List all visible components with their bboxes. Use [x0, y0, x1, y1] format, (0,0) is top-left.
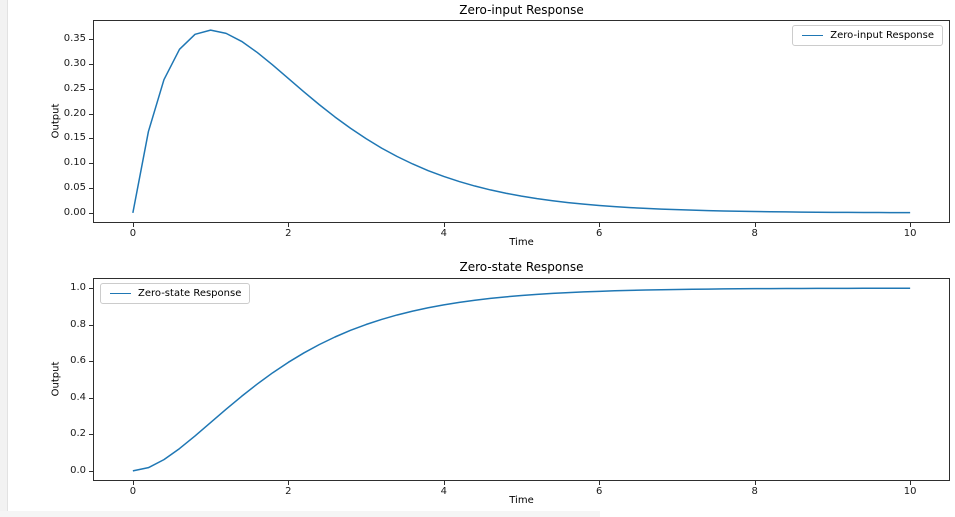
y-tick-label: 0.15: [63, 132, 86, 144]
y-tick: [89, 397, 93, 399]
zero-state-line: [132, 287, 911, 472]
y-tick-label: 0.20: [63, 107, 86, 119]
y-tick: [89, 138, 93, 140]
x-tick: [288, 223, 290, 227]
legend-zero-state: Zero-state Response: [100, 283, 251, 304]
x-tick-label: 6: [596, 486, 603, 497]
x-tick-label: 8: [751, 228, 758, 239]
y-tick: [89, 361, 93, 363]
x-tick-label: 4: [440, 486, 447, 497]
legend-line-sample-zero-state: [110, 293, 131, 294]
page-edge-left: [0, 0, 8, 517]
y-tick: [89, 39, 93, 40]
x-tick-label: 10: [903, 228, 917, 239]
legend-label-zero-state: Zero-state Response: [138, 288, 242, 299]
y-tick-label: 0.4: [70, 391, 86, 403]
y-tick-label: 0.0: [70, 464, 86, 476]
x-tick: [599, 223, 601, 227]
x-axis-label-zero-state: Time: [509, 495, 534, 506]
y-tick-label: 0.05: [63, 182, 86, 193]
x-tick-label: 4: [440, 228, 447, 239]
y-tick: [89, 163, 93, 165]
x-tick-label: 2: [285, 228, 292, 239]
legend-label-zero-input: Zero-input Response: [830, 30, 934, 41]
page-edge-bottom: [0, 511, 600, 517]
x-tick-label: 0: [129, 486, 137, 497]
x-tick: [910, 481, 912, 485]
y-tick-label: 0.2: [70, 428, 86, 440]
y-tick: [89, 470, 93, 472]
x-tick: [443, 223, 445, 227]
x-axis-label-zero-input: Time: [509, 237, 534, 248]
y-tick-label: 0.00: [63, 206, 86, 218]
y-tick: [89, 434, 93, 436]
x-tick: [754, 223, 756, 227]
series-zero-state: [132, 287, 911, 472]
y-tick-label: 0.30: [63, 57, 86, 69]
x-tick: [599, 481, 601, 485]
x-tick: [288, 481, 290, 485]
y-tick: [89, 113, 93, 115]
x-tick-label: 8: [751, 486, 758, 497]
x-tick: [443, 481, 445, 485]
y-tick: [89, 188, 93, 189]
zero-input-line: [132, 29, 911, 214]
y-tick: [89, 63, 93, 65]
y-tick: [89, 288, 93, 290]
x-tick-label: 10: [903, 486, 917, 497]
legend-line-sample-zero-input: [802, 35, 824, 36]
x-tick: [910, 223, 912, 227]
y-tick-label: 0.8: [70, 318, 86, 330]
x-tick: [132, 481, 134, 485]
plot-area-zero-input: Zero-input Response: [93, 20, 950, 223]
y-tick: [89, 324, 93, 326]
plot-area-zero-state: Zero-state Response: [93, 278, 950, 481]
y-tick-label: 0.35: [63, 33, 86, 44]
x-tick-label: 6: [596, 228, 603, 239]
series-zero-input: [132, 29, 911, 214]
chart-title-zero-state: Zero-state Response: [459, 260, 584, 274]
legend-zero-input: Zero-input Response: [792, 25, 943, 46]
y-tick-label: 0.10: [63, 157, 86, 169]
x-tick: [754, 481, 756, 485]
y-tick-label: 0.6: [70, 355, 86, 367]
x-tick-label: 0: [129, 228, 137, 239]
y-tick: [89, 212, 93, 214]
y-tick-label: 0.25: [63, 82, 86, 94]
x-tick-label: 2: [285, 486, 292, 497]
y-tick: [89, 88, 93, 90]
chart-title-zero-input: Zero-input Response: [459, 3, 584, 17]
y-tick-label: 1.0: [70, 282, 86, 294]
x-tick: [132, 223, 134, 227]
